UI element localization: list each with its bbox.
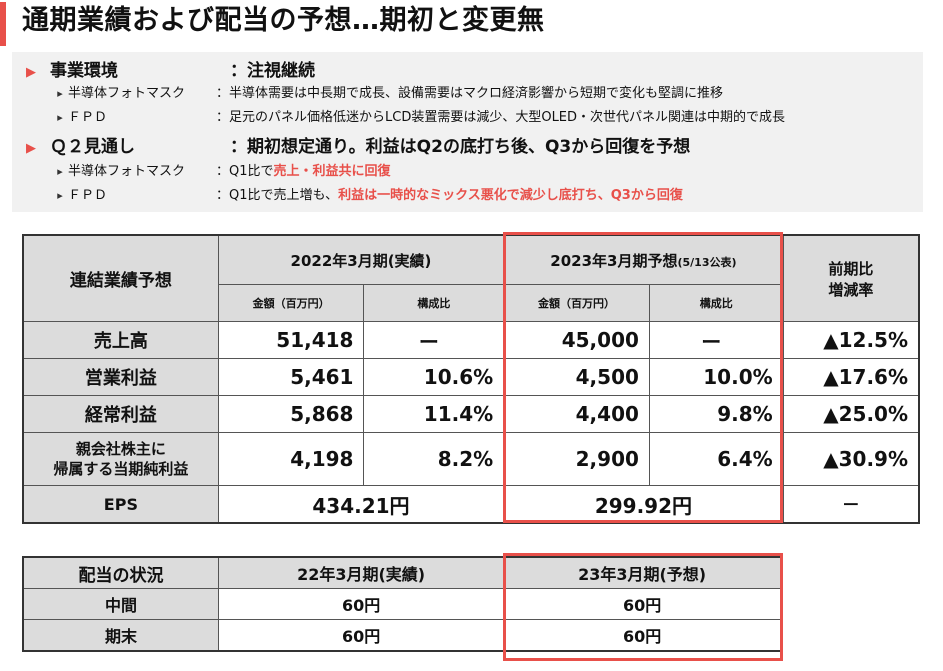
q2-heading: ▶ Ｑ２見通し ：期初想定通り。利益はQ2の底打ち後、Q3から回復を予想: [26, 137, 691, 157]
small-bullet-icon: ▸: [57, 111, 63, 124]
eps-row: EPS 434.21円 299.92円 －: [22, 485, 920, 524]
triangle-bullet-icon: ▶: [26, 141, 36, 156]
environment-item: ▸ 半導体フォトマスク ：半導体需要は中長期で成長、設備需要はマクロ経済影響から短期…: [52, 82, 723, 101]
fy2023-header: 2023年3月期予想(5/13公表): [503, 234, 784, 285]
q2-item: ▸ 半導体フォトマスク ：Q1比で売上・利益共に回復: [52, 160, 390, 179]
environment-item: ▸ ＦＰＤ ：足元のパネル価格低迷からLCD装置需要は減少、大型OLED・次世代パネ…: [52, 106, 785, 125]
triangle-bullet-icon: ▶: [26, 65, 36, 80]
yoy-header: 前期比 増減率: [782, 234, 920, 322]
table-row: 親会社株主に 帰属する当期純利益 4,198 8.2% 2,900 6.4% ▲…: [22, 432, 920, 486]
table-row: 売上高 51,418 ー 45,000 ー ▲12.5%: [22, 321, 920, 359]
small-bullet-icon: ▸: [57, 87, 63, 100]
amount-subheader: 金額（百万円）: [217, 284, 365, 322]
performance-table: 連結業績予想 2022年3月期(実績) 2023年3月期予想(5/13公表) 前…: [22, 234, 920, 524]
ratio-subheader: 構成比: [648, 284, 784, 322]
q2-item: ▸ ＦＰＤ ：Q1比で売上増も、利益は一時的なミックス悪化で減少し底打ち、Q3から回…: [52, 184, 683, 203]
ratio-subheader: 構成比: [363, 284, 505, 322]
small-bullet-icon: ▸: [57, 189, 63, 202]
fy22-dividend-header: 22年3月期(実績): [217, 556, 505, 589]
dividend-corner: 配当の状況: [22, 556, 219, 589]
small-bullet-icon: ▸: [57, 165, 63, 178]
title-accent-bar: [0, 2, 6, 46]
dividend-table: 配当の状況 22年3月期(実績) 23年3月期(予想) 中間 60円 60円 期…: [22, 556, 782, 652]
amount-subheader: 金額（百万円）: [503, 284, 650, 322]
fy23-dividend-header: 23年3月期(予想): [503, 556, 782, 589]
environment-heading: ▶ 事業環境 ：注視継続: [26, 61, 315, 81]
table-row: 中間 60円 60円: [22, 588, 782, 620]
table-row: 営業利益 5,461 10.6% 4,500 10.0% ▲17.6%: [22, 358, 920, 396]
page-title: 通期業績および配当の予想…期初と変更無: [22, 5, 545, 36]
fy2022-header: 2022年3月期(実績): [217, 234, 505, 285]
summary-panel: ▶ 事業環境 ：注視継続 ▸ 半導体フォトマスク ：半導体需要は中長期で成長、設備需要は…: [12, 52, 923, 212]
table-row: 期末 60円 60円: [22, 619, 782, 652]
table-row: 経常利益 5,868 11.4% 4,400 9.8% ▲25.0%: [22, 395, 920, 433]
performance-corner: 連結業績予想: [22, 234, 219, 322]
